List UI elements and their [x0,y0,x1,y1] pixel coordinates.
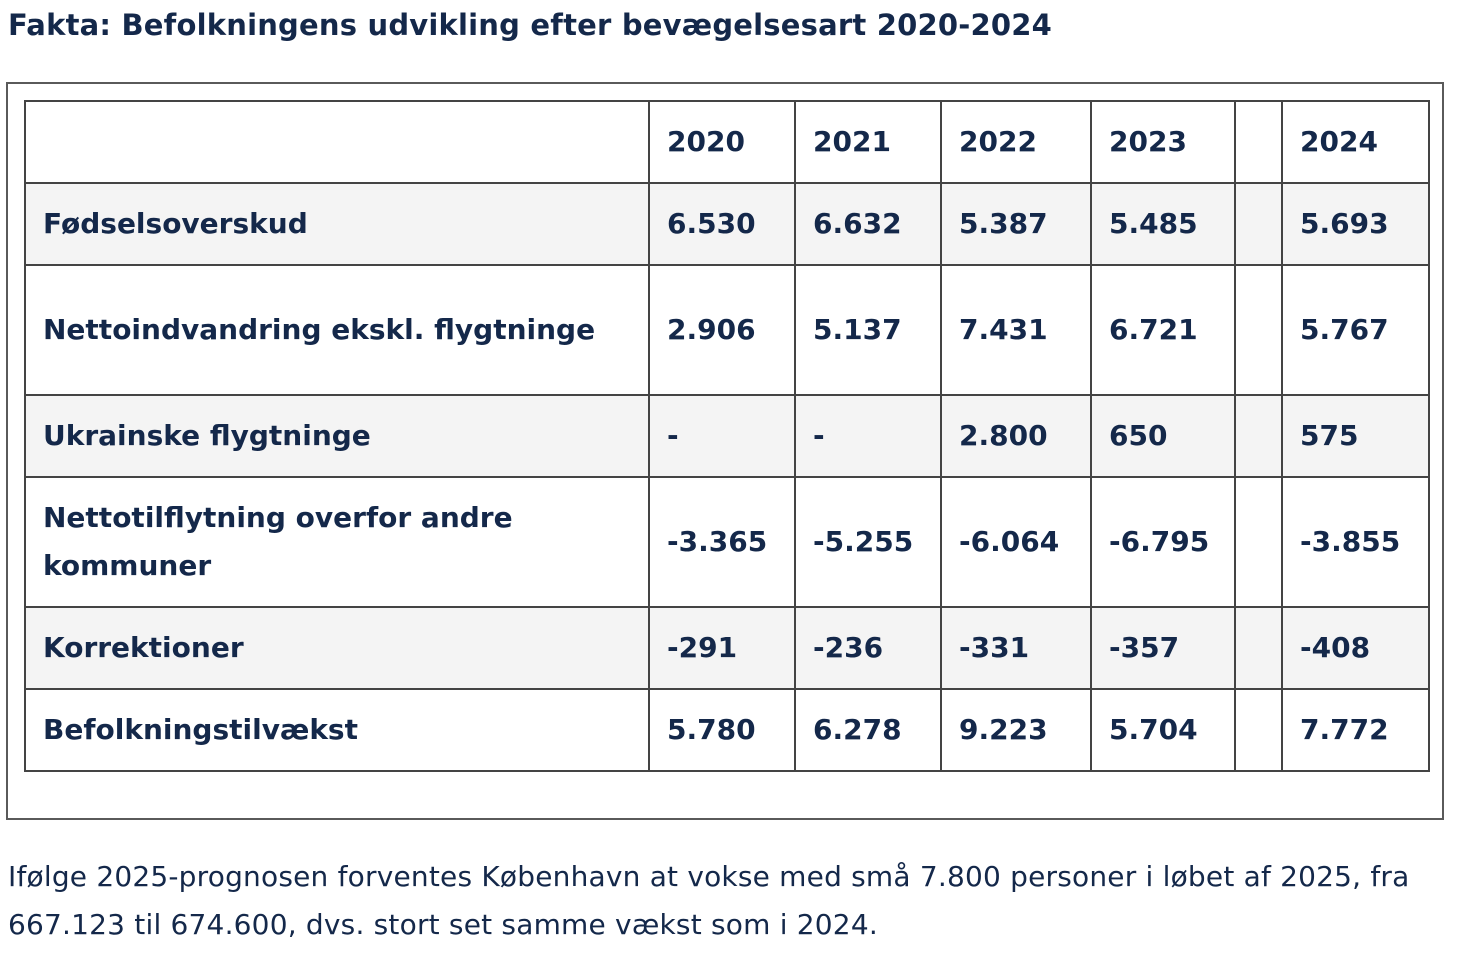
table-cell: -3.365 [648,476,796,608]
row-label: Fødselsoverskud [24,182,650,266]
table-cell: -408 [1281,606,1430,690]
table-cell: -357 [1090,606,1236,690]
row-label: Nettoindvandring ekskl. flygtninge [24,264,650,396]
table-cell: 6.721 [1090,264,1236,396]
table-cell: 5.767 [1281,264,1430,396]
table-cell-gap [1234,688,1283,772]
row-label: Ukrainske flygtninge [24,394,650,478]
header-cell-gap [1234,100,1283,184]
table-row: Ukrainske flygtninge - - 2.800 650 575 [24,394,1430,478]
table-cell: 5.387 [940,182,1092,266]
table-cell: 6.278 [794,688,942,772]
table-cell: 2.906 [648,264,796,396]
table-cell: 5.693 [1281,182,1430,266]
table-cell: -6.795 [1090,476,1236,608]
body-paragraph: Ifølge 2025-prognosen forventes Københav… [8,860,1410,941]
table-cell: 575 [1281,394,1430,478]
header-cell-2023: 2023 [1090,100,1236,184]
table-header-row: 2020 2021 2022 2023 2024 [24,100,1430,184]
table-cell-gap [1234,606,1283,690]
table-row: Nettotilflytning overfor andre kommuner … [24,476,1430,608]
header-cell-2022: 2022 [940,100,1092,184]
header-cell-2024: 2024 [1281,100,1430,184]
header-cell-empty [24,100,650,184]
table-cell: 5.137 [794,264,942,396]
table-cell: 650 [1090,394,1236,478]
table-cell: - [794,394,942,478]
row-label: Korrektioner [24,606,650,690]
table-cell: 6.632 [794,182,942,266]
table-row: Korrektioner -291 -236 -331 -357 -408 [24,606,1430,690]
table-cell: -291 [648,606,796,690]
table-cell: -3.855 [1281,476,1430,608]
table-cell: 5.704 [1090,688,1236,772]
table-cell: 2.800 [940,394,1092,478]
table-cell: 6.530 [648,182,796,266]
table-cell: 9.223 [940,688,1092,772]
table-cell: -331 [940,606,1092,690]
table-cell-gap [1234,264,1283,396]
table-cell: -6.064 [940,476,1092,608]
table-cell: 5.780 [648,688,796,772]
table-cell: - [648,394,796,478]
table-cell-gap [1234,476,1283,608]
table-frame: 2020 2021 2022 2023 2024 Fødselsoverskud… [6,82,1444,820]
table-cell: 7.772 [1281,688,1430,772]
header-cell-2021: 2021 [794,100,942,184]
table-cell-gap [1234,182,1283,266]
table-cell: -236 [794,606,942,690]
table-cell-gap [1234,394,1283,478]
row-label: Befolkningstilvækst [24,688,650,772]
table-cell: -5.255 [794,476,942,608]
row-label: Nettotilflytning overfor andre kommuner [24,476,650,608]
header-cell-2020: 2020 [648,100,796,184]
table-row: Fødselsoverskud 6.530 6.632 5.387 5.485 … [24,182,1430,266]
table-row: Nettoindvandring ekskl. flygtninge 2.906… [24,264,1430,396]
population-table: 2020 2021 2022 2023 2024 Fødselsoverskud… [24,100,1430,772]
table-cell: 7.431 [940,264,1092,396]
page-title: Fakta: Befolkningens udvikling efter bev… [8,8,1052,42]
table-cell: 5.485 [1090,182,1236,266]
table-row: Befolkningstilvækst 5.780 6.278 9.223 5.… [24,688,1430,772]
